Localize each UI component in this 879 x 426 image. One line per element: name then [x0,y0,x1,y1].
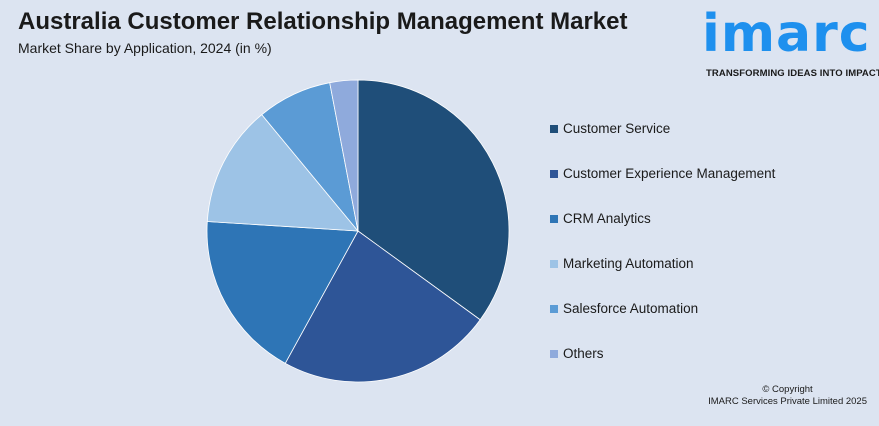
copyright-line-1: © Copyright [762,384,813,395]
legend-item: Marketing Automation [550,241,775,286]
legend-swatch [550,169,558,178]
pie-slice-others [329,79,359,232]
pie-slice-marketing-automation [206,114,359,232]
pie-slice-crm-analytics [206,221,359,364]
legend-item: Salesforce Automation [550,286,775,331]
legend-swatch [550,124,558,133]
legend-label: Customer Service [563,120,671,136]
pie-slice-customer-experience-management [284,230,481,383]
legend-label: Others [563,345,604,361]
logo-wordmark: imarc [702,4,871,64]
legend-label: Marketing Automation [563,255,694,271]
legend-label: CRM Analytics [563,210,651,226]
legend-swatch [550,259,558,268]
pie-slice-customer-service [357,79,510,321]
chart-legend: Customer Service Customer Experience Mana… [550,106,775,376]
legend-label: Salesforce Automation [563,300,699,316]
imarc-logo: imarc TRANSFORMING IDEAS INTO IMPACT [700,4,879,86]
legend-swatch [550,349,558,358]
legend-item: Others [550,331,775,376]
chart-title: Australia Customer Relationship Manageme… [18,8,628,35]
legend-item: CRM Analytics [550,196,775,241]
legend-item: Customer Experience Management [550,151,775,196]
legend-swatch [550,214,558,223]
copyright-notice: © Copyright IMARC Services Private Limit… [708,384,867,408]
legend-swatch [550,304,558,313]
logo-tagline: TRANSFORMING IDEAS INTO IMPACT [706,68,879,79]
legend-item: Customer Service [550,106,775,151]
chart-subtitle: Market Share by Application, 2024 (in %) [18,40,272,56]
legend-label: Customer Experience Management [563,165,776,181]
copyright-line-2: IMARC Services Private Limited 2025 [708,396,867,407]
